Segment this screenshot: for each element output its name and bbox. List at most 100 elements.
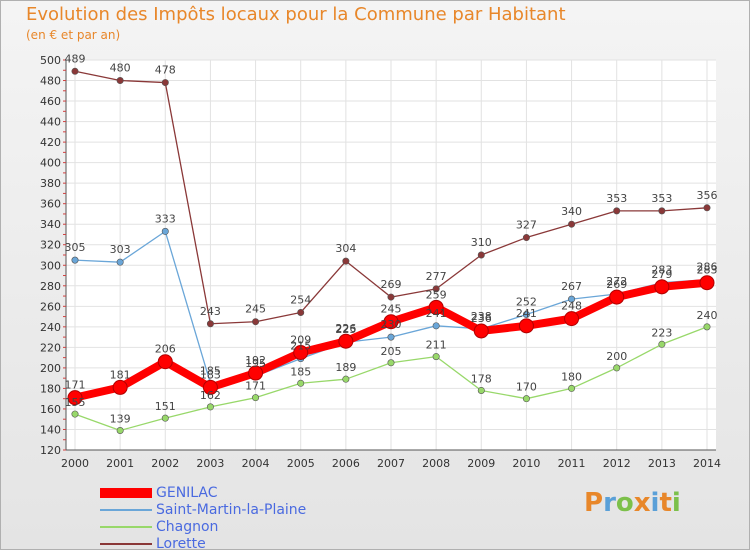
data-label-lorette: 340 (561, 205, 582, 218)
logo-letter: x (633, 488, 651, 518)
x-tick-label: 2006 (332, 457, 360, 470)
page-subtitle: (en € et par an) (26, 28, 121, 42)
x-tick-label: 2010 (512, 457, 540, 470)
y-tick-label: 160 (40, 403, 61, 416)
data-label-saint-martin-la-plaine: 272 (606, 275, 627, 288)
data-label-chagnon: 185 (290, 365, 311, 378)
data-label-lorette: 310 (471, 236, 492, 249)
data-label-genilac: 181 (110, 368, 131, 381)
data-label-saint-martin-la-plaine: 241 (426, 307, 447, 320)
legend-item-lorette[interactable]: Lorette (100, 535, 306, 552)
x-tick-label: 2008 (422, 457, 450, 470)
data-point-chagnon (658, 340, 666, 348)
y-tick-label: 480 (40, 75, 61, 88)
data-label-saint-martin-la-plaine: 305 (65, 241, 86, 254)
x-tick-label: 2012 (603, 457, 631, 470)
data-point-chagnon (297, 379, 305, 387)
data-label-lorette: 243 (200, 305, 221, 318)
data-point-lorette (432, 285, 440, 293)
legend-label-saint-martin: Saint-Martin-la-Plaine (156, 501, 307, 518)
x-tick-label: 2000 (61, 457, 89, 470)
data-label-saint-martin-la-plaine: 238 (471, 310, 492, 323)
data-point-genilac (473, 323, 489, 339)
data-point-lorette (297, 308, 305, 316)
data-point-lorette (613, 207, 621, 215)
y-tick-label: 440 (40, 116, 61, 129)
data-label-chagnon: 211 (426, 339, 447, 352)
logo-letter: i (650, 488, 660, 518)
legend-swatch-saint-martin (100, 508, 152, 511)
data-point-genilac (428, 299, 444, 315)
data-label-genilac: 283 (697, 264, 718, 277)
y-tick-label: 360 (40, 198, 61, 211)
data-label-chagnon: 223 (651, 326, 672, 339)
y-tick-label: 500 (40, 54, 61, 67)
data-point-lorette (116, 77, 124, 85)
logo-letter: P (584, 488, 604, 518)
y-tick-label: 140 (40, 423, 61, 436)
x-tick-label: 2009 (467, 457, 495, 470)
data-label-chagnon: 205 (381, 345, 402, 358)
y-tick-label: 120 (40, 444, 61, 457)
data-label-chagnon: 240 (697, 309, 718, 322)
data-point-lorette (522, 234, 530, 242)
data-label-saint-martin-la-plaine: 195 (245, 357, 266, 370)
data-point-saint-martin-la-plaine (161, 227, 169, 235)
y-tick-label: 260 (40, 300, 61, 313)
data-label-saint-martin-la-plaine: 252 (516, 296, 537, 309)
x-tick-label: 2013 (648, 457, 676, 470)
data-point-chagnon (342, 375, 350, 383)
data-point-chagnon (252, 394, 260, 402)
data-point-lorette (342, 257, 350, 265)
legend-item-genilac[interactable]: GENILAC (100, 484, 306, 501)
data-point-genilac (699, 275, 715, 291)
data-label-chagnon: 189 (335, 361, 356, 374)
data-label-genilac: 269 (606, 278, 627, 291)
data-point-chagnon (161, 414, 169, 422)
legend-swatch-chagnon (100, 525, 152, 528)
data-point-genilac (609, 289, 625, 305)
data-point-genilac (202, 379, 218, 395)
logo-letter: o (615, 488, 634, 518)
data-label-lorette: 353 (651, 192, 672, 205)
data-point-chagnon (477, 386, 485, 394)
y-tick-label: 300 (40, 259, 61, 272)
data-label-saint-martin-la-plaine: 225 (335, 323, 356, 336)
data-point-saint-martin-la-plaine (116, 258, 124, 266)
data-label-genilac: 245 (381, 303, 402, 316)
data-label-chagnon: 180 (561, 370, 582, 383)
data-point-genilac (157, 354, 173, 370)
logo-letter: i (671, 488, 681, 518)
data-label-genilac: 226 (335, 322, 356, 335)
legend-item-saint-martin[interactable]: Saint-Martin-la-Plaine (100, 501, 306, 518)
data-point-chagnon (71, 410, 79, 418)
data-point-lorette (703, 204, 711, 212)
data-point-saint-martin-la-plaine (387, 333, 395, 341)
data-point-chagnon (613, 364, 621, 372)
data-point-genilac (654, 279, 670, 295)
y-tick-label: 460 (40, 95, 61, 108)
x-tick-label: 2005 (287, 457, 315, 470)
data-point-chagnon (568, 384, 576, 392)
data-point-chagnon (522, 395, 530, 403)
y-tick-label: 320 (40, 239, 61, 252)
legend-label-chagnon: Chagnon (156, 518, 219, 535)
x-tick-label: 2011 (558, 457, 586, 470)
data-point-lorette (568, 220, 576, 228)
data-point-saint-martin-la-plaine (522, 311, 530, 319)
data-label-saint-martin-la-plaine: 185 (200, 364, 221, 377)
logo-letter: t (659, 488, 672, 518)
data-label-genilac: 192 (245, 354, 266, 367)
proxiti-logo: Proxiti (584, 488, 681, 518)
data-point-lorette (161, 79, 169, 87)
data-point-lorette (477, 251, 485, 259)
data-label-saint-martin-la-plaine: 303 (110, 243, 131, 256)
data-label-lorette: 489 (65, 52, 86, 65)
data-label-chagnon: 155 (65, 396, 86, 409)
x-tick-label: 2004 (242, 457, 270, 470)
page-title: Evolution des Impôts locaux pour la Comm… (26, 4, 566, 25)
legend: GENILAC Saint-Martin-la-Plaine Chagnon L… (100, 484, 306, 552)
data-label-saint-martin-la-plaine: 283 (651, 264, 672, 277)
legend-item-chagnon[interactable]: Chagnon (100, 518, 306, 535)
